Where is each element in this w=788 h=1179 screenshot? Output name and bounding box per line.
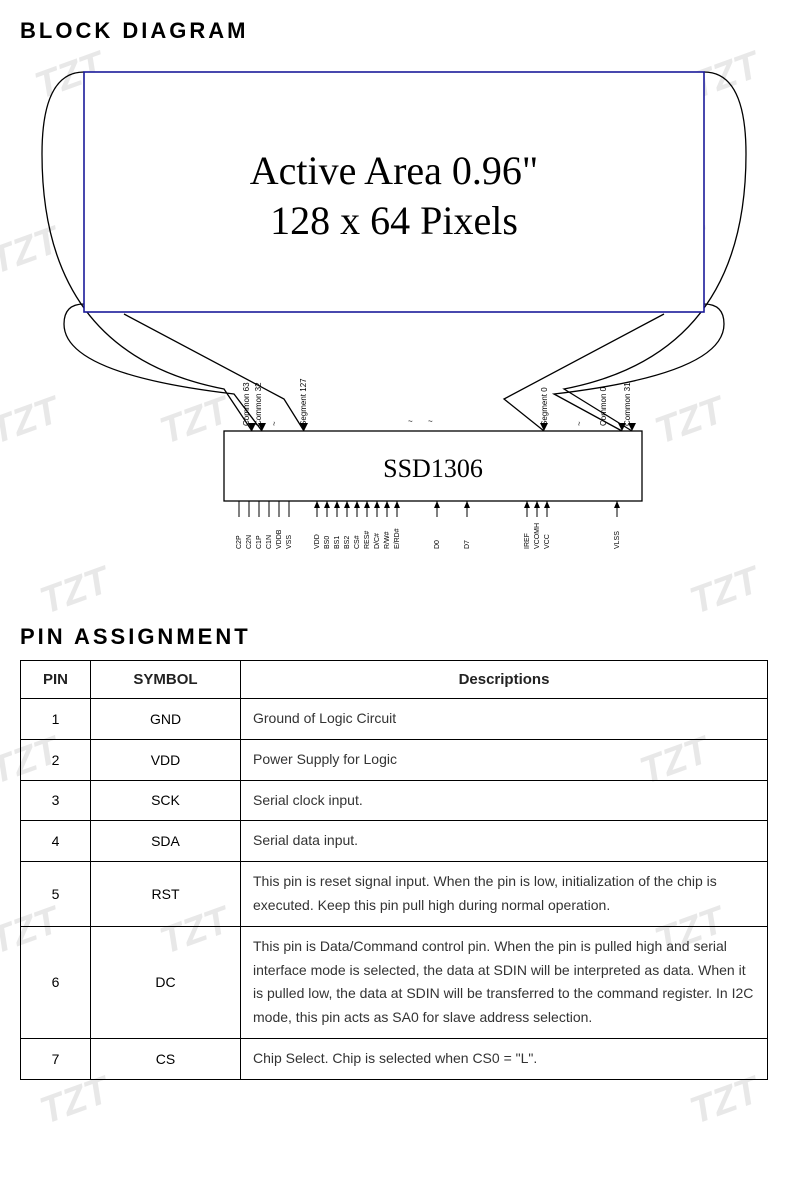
conn-label: Segment 0	[540, 387, 549, 426]
pin-assignment-title: PIN ASSIGNMENT	[20, 624, 768, 650]
pin-label: D0	[434, 540, 441, 549]
pin-label: CS#	[354, 535, 361, 549]
pin-label: IREF	[524, 533, 531, 549]
cell-desc: This pin is Data/Command control pin. Wh…	[241, 926, 768, 1038]
cell-desc: Serial clock input.	[241, 780, 768, 821]
table-row: 6DCThis pin is Data/Command control pin.…	[21, 926, 768, 1038]
table-row: 2VDDPower Supply for Logic	[21, 739, 768, 780]
pin-label: BS2	[344, 536, 351, 549]
pin-label: BS1	[334, 536, 341, 549]
cell-desc: Chip Select. Chip is selected when CS0 =…	[241, 1038, 768, 1079]
th-symbol: SYMBOL	[91, 661, 241, 699]
cell-pin: 1	[21, 699, 91, 740]
chip-label: SSD1306	[383, 454, 483, 483]
conn-label: Common 63	[242, 382, 251, 426]
cell-pin: 6	[21, 926, 91, 1038]
table-row: 7CSChip Select. Chip is selected when CS…	[21, 1038, 768, 1079]
pin-label: BS0	[324, 536, 331, 549]
pin-label: C1N	[266, 535, 273, 549]
conn-label: Common 32	[254, 382, 263, 426]
pin-table: PIN SYMBOL Descriptions 1GNDGround of Lo…	[20, 660, 768, 1080]
cell-symbol: DC	[91, 926, 241, 1038]
pin-label: VCC	[544, 534, 551, 549]
pin-label: VSS	[286, 535, 293, 549]
conn-label: Segment 127	[299, 378, 308, 426]
conn-label: ~	[428, 417, 433, 426]
cell-symbol: SCK	[91, 780, 241, 821]
block-diagram-title: BLOCK DIAGRAM	[20, 18, 768, 44]
cell-symbol: SDA	[91, 821, 241, 862]
conn-label: ~	[270, 421, 279, 426]
table-row: 5RSTThis pin is reset signal input. When…	[21, 862, 768, 927]
pin-label: D/C#	[374, 533, 381, 549]
th-desc: Descriptions	[241, 661, 768, 699]
cell-symbol: VDD	[91, 739, 241, 780]
table-row: 3SCKSerial clock input.	[21, 780, 768, 821]
pin-label: VCOMH	[534, 523, 541, 549]
cell-pin: 3	[21, 780, 91, 821]
pin-label: D7	[464, 540, 471, 549]
th-pin: PIN	[21, 661, 91, 699]
cell-desc: Serial data input.	[241, 821, 768, 862]
cell-symbol: CS	[91, 1038, 241, 1079]
active-area-line1: Active Area 0.96"	[250, 148, 538, 193]
pin-label: VDDB	[276, 529, 283, 549]
block-diagram: Active Area 0.96" 128 x 64 Pixels Common…	[24, 54, 764, 614]
cell-symbol: RST	[91, 862, 241, 927]
cell-pin: 4	[21, 821, 91, 862]
cell-symbol: GND	[91, 699, 241, 740]
cell-pin: 2	[21, 739, 91, 780]
pin-label: VDD	[314, 534, 321, 549]
table-row: 1GNDGround of Logic Circuit	[21, 699, 768, 740]
conn-label: ~	[575, 421, 584, 426]
active-area-line2: 128 x 64 Pixels	[270, 198, 518, 243]
pin-label: R/W#	[384, 531, 391, 549]
pin-label: C1P	[256, 535, 263, 549]
conn-label: ~	[408, 417, 413, 426]
cell-pin: 5	[21, 862, 91, 927]
cell-desc: Power Supply for Logic	[241, 739, 768, 780]
cell-desc: This pin is reset signal input. When the…	[241, 862, 768, 927]
pin-label: C2N	[246, 535, 253, 549]
cell-desc: Ground of Logic Circuit	[241, 699, 768, 740]
pin-label: VLSS	[614, 531, 621, 549]
pin-label: C2P	[236, 535, 243, 549]
table-row: 4SDASerial data input.	[21, 821, 768, 862]
pin-label: E/RD#	[394, 528, 401, 549]
cell-pin: 7	[21, 1038, 91, 1079]
pin-label: RES#	[364, 531, 371, 549]
conn-label: Common 31	[623, 382, 632, 426]
conn-label: Common 0	[599, 386, 608, 426]
